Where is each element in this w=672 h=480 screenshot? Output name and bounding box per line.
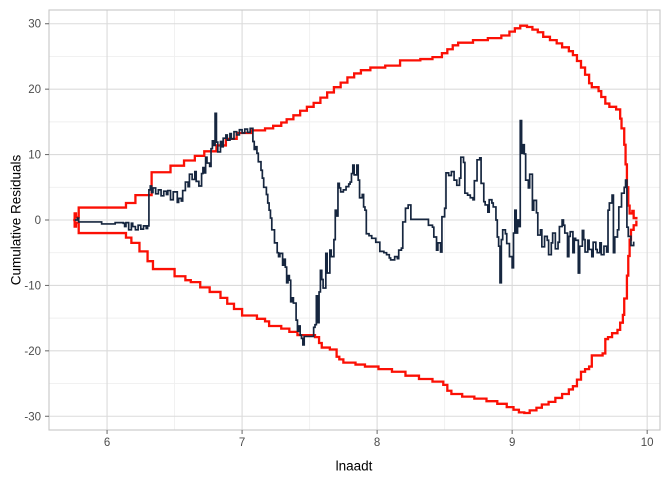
y-tick-label: -20: [24, 346, 41, 358]
x-tick-label: 6: [104, 437, 110, 449]
x-tick-label: 10: [641, 437, 654, 449]
x-tick-label: 8: [374, 437, 380, 449]
y-tick-label: 10: [28, 150, 41, 162]
y-tick-label: 20: [28, 84, 41, 96]
x-tick-label: 9: [509, 437, 515, 449]
y-tick-label: 30: [28, 19, 41, 31]
envelope-lower-line: [73, 218, 638, 415]
x-axis-title: lnaadt: [335, 458, 373, 474]
y-tick-label: -30: [24, 411, 41, 423]
y-tick-label: -10: [24, 280, 41, 292]
cumulative-residuals-line: [74, 112, 635, 346]
y-axis-title: Cumulative Residuals: [8, 154, 24, 286]
y-tick-label: 0: [35, 215, 41, 227]
x-tick-label: 7: [239, 437, 245, 449]
